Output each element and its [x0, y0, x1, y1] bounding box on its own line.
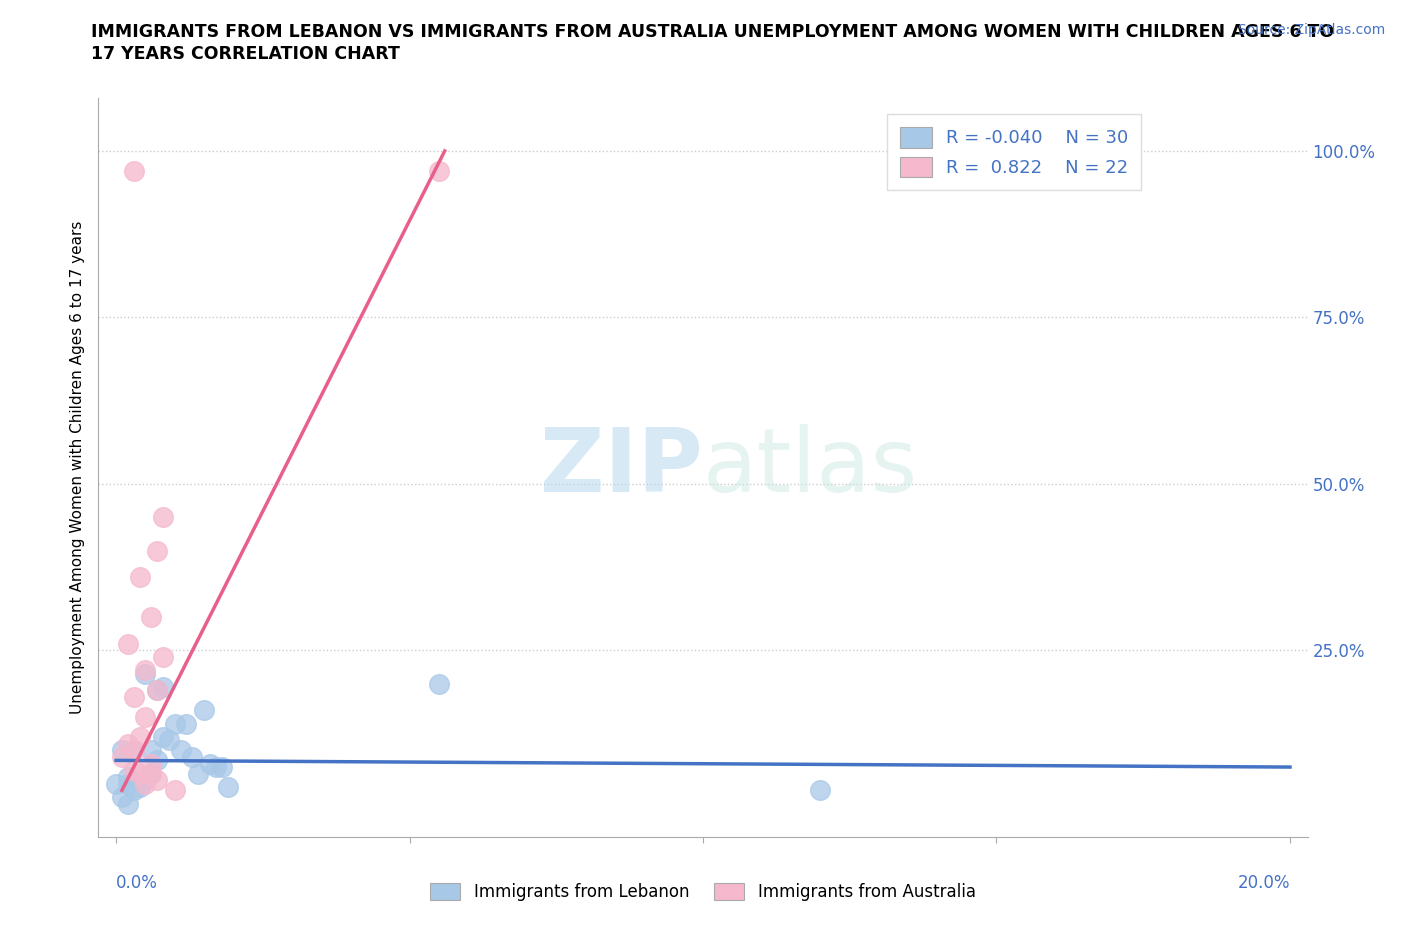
Point: [117, 636, 139, 651]
Point: [163, 716, 186, 731]
Point: [198, 756, 221, 771]
Point: [128, 779, 150, 794]
Point: [176, 716, 198, 731]
Y-axis label: Unemployment Among Women with Children Ages 6 to 17 years: Unemployment Among Women with Children A…: [69, 220, 84, 714]
Point: [134, 667, 156, 682]
Point: [141, 743, 163, 758]
Point: [152, 680, 174, 695]
Point: [128, 766, 150, 781]
Point: [146, 753, 169, 768]
Point: [134, 710, 156, 724]
Point: [141, 756, 163, 771]
Point: [105, 777, 128, 791]
Point: [117, 770, 139, 785]
Text: ZIP: ZIP: [540, 424, 703, 511]
Text: atlas: atlas: [703, 424, 918, 511]
Point: [134, 663, 156, 678]
Point: [169, 743, 191, 758]
Text: 20.0%: 20.0%: [1237, 873, 1289, 892]
Text: 0.0%: 0.0%: [117, 873, 157, 892]
Text: Source: ZipAtlas.com: Source: ZipAtlas.com: [1237, 23, 1385, 37]
Point: [141, 610, 163, 625]
Point: [157, 733, 180, 748]
Point: [146, 773, 169, 788]
Point: [427, 676, 450, 691]
Point: [204, 760, 226, 775]
Point: [146, 683, 169, 698]
Legend: Immigrants from Lebanon, Immigrants from Australia: Immigrants from Lebanon, Immigrants from…: [423, 876, 983, 908]
Point: [122, 783, 145, 798]
Legend: R = -0.040    N = 30, R =  0.822    N = 22: R = -0.040 N = 30, R = 0.822 N = 22: [887, 114, 1142, 190]
Point: [146, 683, 169, 698]
Point: [111, 790, 134, 804]
Point: [141, 766, 163, 781]
Point: [134, 773, 156, 788]
Point: [111, 743, 134, 758]
Point: [117, 796, 139, 811]
Point: [152, 730, 174, 745]
Text: IMMIGRANTS FROM LEBANON VS IMMIGRANTS FROM AUSTRALIA UNEMPLOYMENT AMONG WOMEN WI: IMMIGRANTS FROM LEBANON VS IMMIGRANTS FR…: [91, 23, 1334, 41]
Point: [427, 164, 450, 179]
Point: [163, 783, 186, 798]
Point: [117, 737, 139, 751]
Point: [211, 760, 233, 775]
Point: [111, 750, 134, 764]
Point: [134, 777, 156, 791]
Point: [141, 766, 163, 781]
Point: [152, 510, 174, 525]
Point: [122, 690, 145, 705]
Point: [187, 766, 209, 781]
Point: [217, 779, 239, 794]
Point: [808, 783, 831, 798]
Point: [146, 543, 169, 558]
Point: [122, 763, 145, 777]
Point: [152, 650, 174, 665]
Point: [128, 570, 150, 585]
Point: [181, 750, 204, 764]
Point: [117, 777, 139, 791]
Point: [122, 743, 145, 758]
Point: [193, 703, 215, 718]
Text: 17 YEARS CORRELATION CHART: 17 YEARS CORRELATION CHART: [91, 45, 401, 62]
Point: [122, 164, 145, 179]
Point: [128, 730, 150, 745]
Point: [122, 743, 145, 758]
